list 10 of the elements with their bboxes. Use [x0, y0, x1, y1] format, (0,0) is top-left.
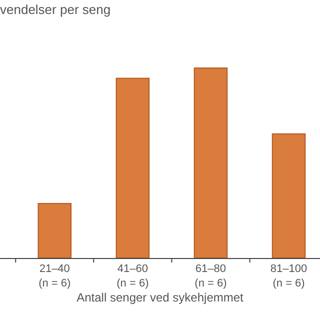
bar: [38, 202, 72, 258]
x-tick-label: 81–100 (n = 6): [270, 263, 308, 290]
bar: [272, 133, 306, 258]
x-tick-label: 61–80 (n = 6): [194, 263, 227, 290]
chart-title: vendelser per seng: [0, 2, 111, 17]
x-axis-title: Antall senger ved sykehjemmet: [76, 290, 244, 304]
x-tick-label: 41–60 (n = 6): [116, 263, 149, 290]
bar: [116, 78, 150, 258]
x-tick-label: 21–40 (n = 6): [38, 263, 71, 290]
bar: [194, 68, 228, 258]
